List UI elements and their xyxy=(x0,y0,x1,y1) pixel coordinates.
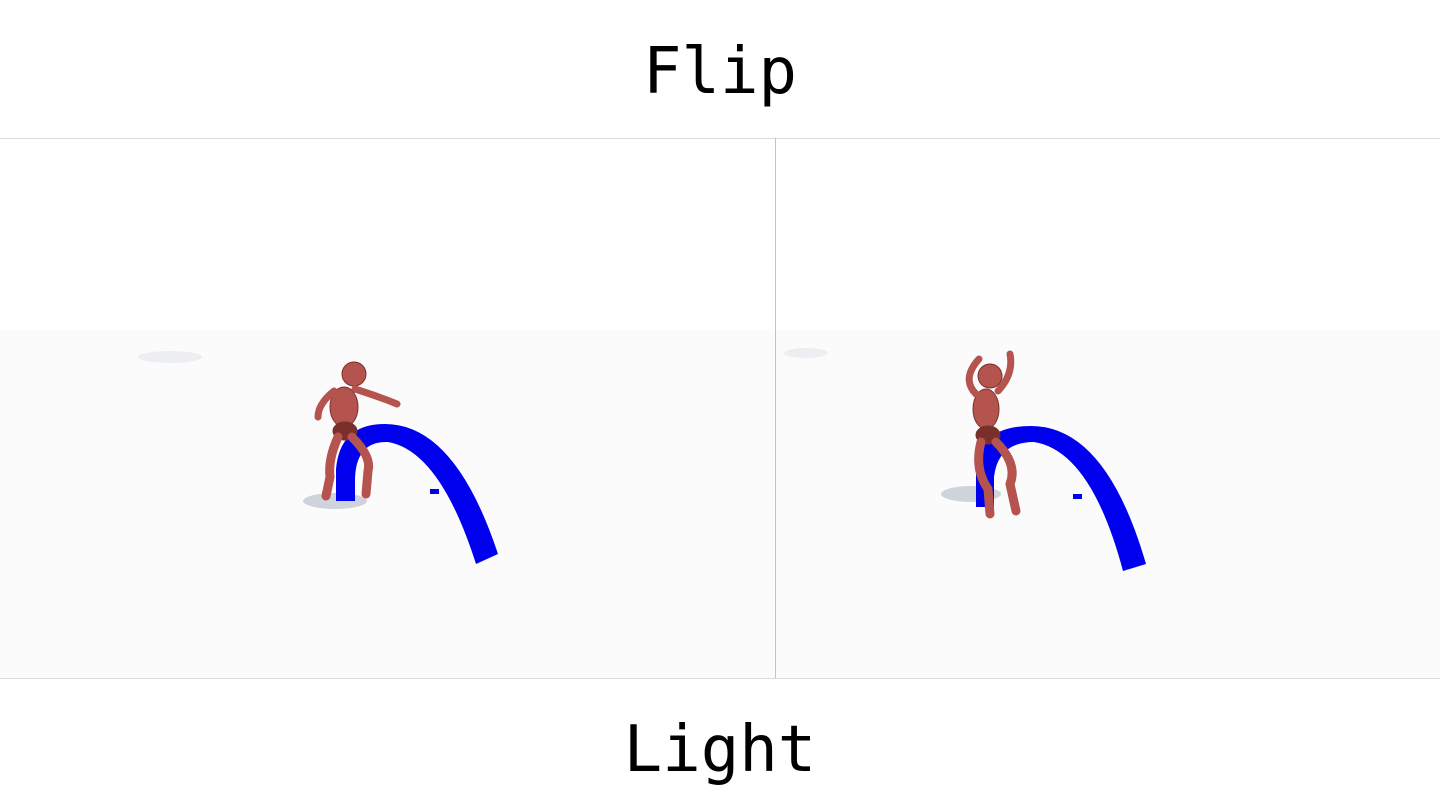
right-scene-render xyxy=(776,139,1440,571)
bottom-caption: Light xyxy=(623,713,817,787)
right-target-marker xyxy=(1073,494,1082,499)
left-scene-render xyxy=(0,139,775,564)
right-scene-panel xyxy=(776,138,1440,679)
left-scene-panel xyxy=(0,138,775,679)
right-ground-marker xyxy=(784,348,828,358)
top-caption: Flip xyxy=(642,35,798,109)
left-figure-shadow xyxy=(303,493,367,509)
left-sky xyxy=(0,139,775,329)
scene-bottom-border xyxy=(0,678,1440,679)
right-sky xyxy=(776,139,1440,329)
right-figure xyxy=(965,350,1021,519)
left-target-marker xyxy=(430,489,439,494)
panel-divider xyxy=(775,138,776,678)
left-ground-marker xyxy=(138,351,202,363)
left-figure xyxy=(314,361,401,501)
